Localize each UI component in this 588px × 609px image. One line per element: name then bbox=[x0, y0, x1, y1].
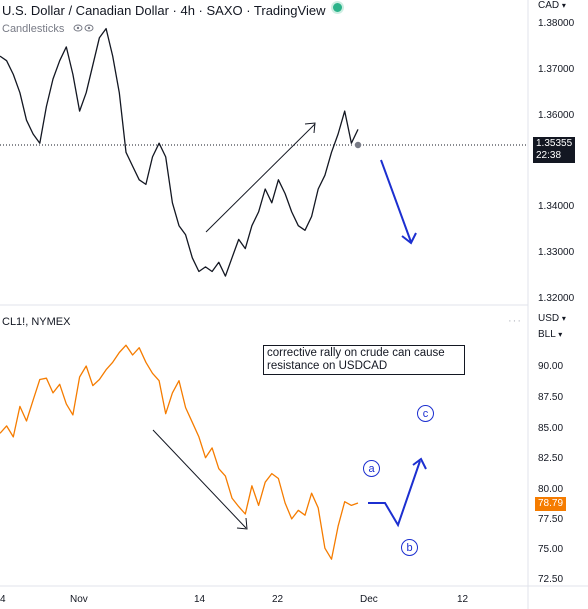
y-tick-upper: 1.36000 bbox=[538, 110, 575, 121]
crude-last-price-badge: 78.79 bbox=[535, 497, 567, 511]
y-tick-lower: 90.00 bbox=[538, 361, 564, 372]
x-tick: 22 bbox=[272, 594, 284, 605]
last-price-marker bbox=[353, 140, 363, 150]
x-tick: 4 bbox=[0, 594, 6, 605]
crude-price-series bbox=[0, 344, 359, 560]
y-tick-upper: 1.34000 bbox=[538, 201, 575, 212]
wave-label-c[interactable]: c bbox=[417, 405, 434, 422]
y-tick-upper: 1.37000 bbox=[538, 64, 575, 75]
last-price-badge: 1.35355 22:38 bbox=[533, 137, 576, 163]
chart-style-text: Candlesticks bbox=[2, 23, 65, 35]
projection-down-arrow bbox=[380, 159, 417, 245]
wave-label-a[interactable]: a bbox=[363, 460, 380, 477]
analysis-note[interactable]: corrective rally on crude can cause resi… bbox=[263, 345, 465, 375]
y-tick-lower: 82.50 bbox=[538, 453, 564, 464]
last-price-value: 1.35355 bbox=[536, 138, 573, 149]
usdcad-line bbox=[0, 27, 359, 277]
chart-title: U.S. Dollar / Canadian Dollar · 4h · SAX… bbox=[2, 1, 345, 18]
unit-dropdown-icon: ▾ bbox=[561, 314, 566, 323]
crude-line bbox=[0, 344, 359, 560]
bar-countdown: 22:38 bbox=[536, 150, 562, 161]
rally-arrow-upper bbox=[205, 122, 316, 233]
market-status-icon bbox=[331, 1, 345, 14]
x-tick: Nov bbox=[70, 594, 88, 605]
unit-label[interactable]: USD ▾ bbox=[538, 313, 566, 324]
x-tick: Dec bbox=[360, 594, 378, 605]
wave-projection-path bbox=[368, 457, 427, 528]
x-tick: 14 bbox=[194, 594, 206, 605]
y-tick-lower: 85.00 bbox=[538, 423, 564, 434]
currency-text: CAD bbox=[538, 0, 560, 11]
x-tick: 12 bbox=[457, 594, 469, 605]
y-tick-lower: 87.50 bbox=[538, 392, 564, 403]
y-tick-upper: 1.33000 bbox=[538, 247, 575, 258]
currency-label[interactable]: CAD ▾ bbox=[538, 0, 566, 11]
y-tick-lower: 75.00 bbox=[538, 544, 564, 555]
y-tick-upper: 1.32000 bbox=[538, 293, 575, 304]
y-tick-upper: 1.38000 bbox=[538, 18, 575, 29]
y-tick-lower: 80.00 bbox=[538, 484, 564, 495]
y-tick-lower: 72.50 bbox=[538, 574, 564, 585]
secondary-symbol-label[interactable]: CL1!, NYMEX bbox=[2, 316, 71, 328]
chart-style-label[interactable]: Candlesticks bbox=[2, 23, 95, 35]
unit-sub-text: BLL bbox=[538, 329, 556, 340]
unit-text: USD bbox=[538, 313, 560, 324]
unit-sub-label[interactable]: BLL ▾ bbox=[538, 329, 562, 340]
wave-label-b[interactable]: b bbox=[401, 539, 418, 556]
visibility-eye-icon[interactable] bbox=[73, 23, 95, 33]
dots-icon[interactable]: ··· bbox=[508, 315, 522, 327]
unit-sub-dropdown-icon: ▾ bbox=[558, 330, 563, 339]
symbol-title[interactable]: U.S. Dollar / Canadian Dollar · 4h · SAX… bbox=[2, 3, 326, 18]
currency-dropdown-icon: ▾ bbox=[561, 1, 566, 10]
decline-arrow-lower bbox=[152, 429, 248, 530]
usdcad-price-series bbox=[0, 27, 359, 277]
y-tick-lower: 77.50 bbox=[538, 514, 564, 525]
